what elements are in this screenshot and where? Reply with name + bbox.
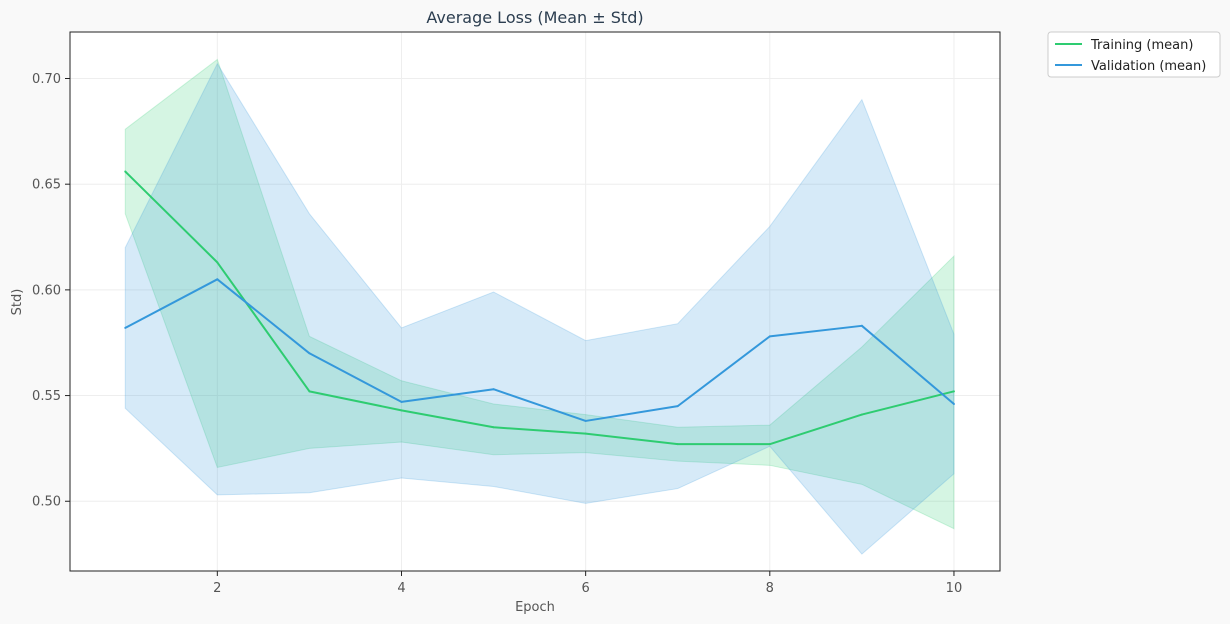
y-tick-label: 0.65 — [32, 178, 61, 193]
training-data-point — [676, 443, 679, 446]
x-axis-ticks: 2 4 6 8 10 — [213, 571, 962, 596]
x-tick-label: 6 — [582, 581, 590, 596]
validation-mean-line — [124, 278, 955, 422]
validation-data-point — [308, 352, 311, 355]
y-axis-ticks: 0.50 0.55 0.60 0.65 0.70 — [32, 72, 70, 510]
x-axis-label: Epoch — [515, 600, 555, 615]
y-tick-label: 0.60 — [32, 283, 61, 298]
y-tick-label: 0.55 — [32, 389, 61, 404]
plot-frame — [69, 31, 1001, 572]
training-data-point — [584, 432, 587, 435]
legend-label-validation: Validation (mean) — [1091, 59, 1206, 74]
training-data-point — [308, 390, 311, 393]
legend: Training (mean) Validation (mean) — [1047, 31, 1221, 78]
validation-data-point — [768, 335, 771, 338]
mean-lines — [124, 170, 955, 446]
plot-area — [70, 32, 1000, 571]
training-data-point — [400, 409, 403, 412]
validation-data-point — [400, 400, 403, 403]
x-tick-label: 2 — [213, 581, 221, 596]
validation-data-point — [676, 405, 679, 408]
y-axis-label: Std) — [10, 289, 25, 316]
grid-lines — [70, 32, 1000, 571]
x-tick-label: 10 — [946, 581, 963, 596]
chart-title: Average Loss (Mean ± Std) — [426, 8, 643, 27]
training-data-point — [860, 413, 863, 416]
training-std-band — [124, 58, 955, 530]
validation-std-band — [124, 62, 955, 555]
validation-data-point — [860, 324, 863, 327]
y-tick-label: 0.70 — [32, 72, 61, 87]
training-mean-line — [124, 170, 955, 446]
x-tick-label: 8 — [766, 581, 774, 596]
training-data-point — [216, 261, 219, 264]
training-data-point — [768, 443, 771, 446]
x-tick-label: 4 — [397, 581, 405, 596]
y-tick-label: 0.50 — [32, 495, 61, 510]
validation-data-point — [216, 278, 219, 281]
training-data-point — [952, 390, 955, 393]
training-data-point — [124, 170, 127, 173]
validation-data-point — [124, 326, 127, 329]
validation-data-point — [492, 388, 495, 391]
validation-data-point — [952, 403, 955, 406]
legend-box — [1047, 31, 1221, 78]
validation-data-point — [584, 419, 587, 422]
training-data-point — [492, 426, 495, 429]
legend-label-training: Training (mean) — [1090, 38, 1193, 53]
std-bands — [124, 58, 955, 555]
